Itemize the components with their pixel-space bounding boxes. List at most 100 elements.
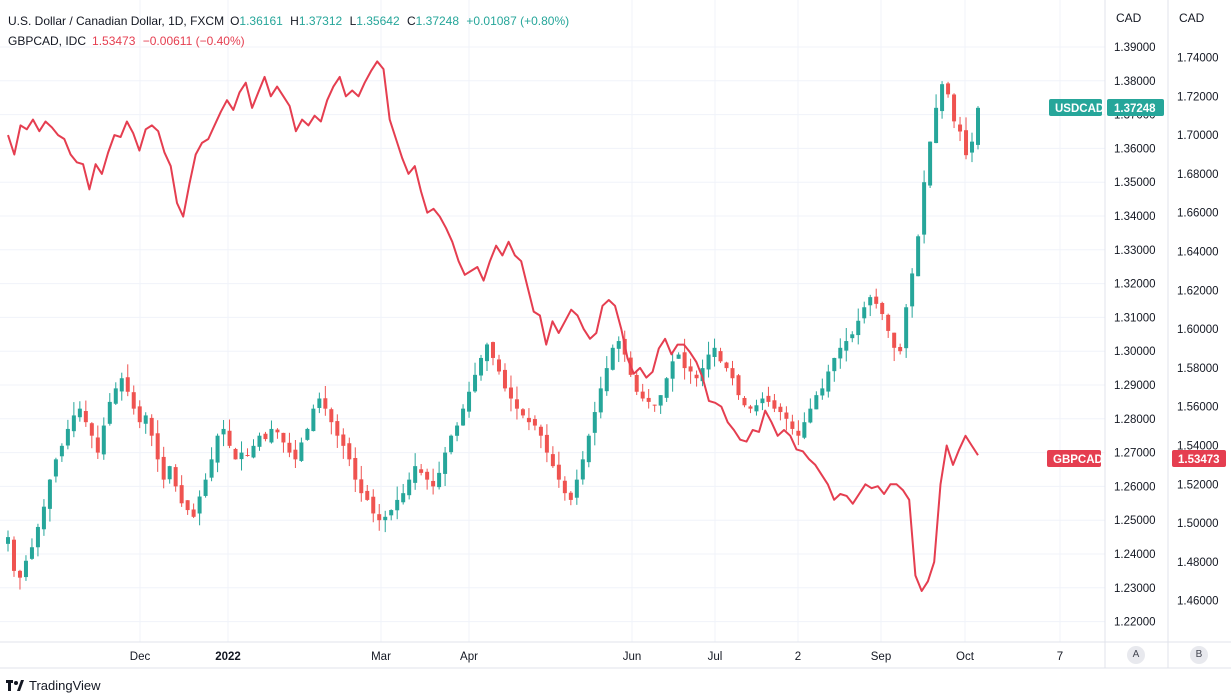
usdcad-candle	[341, 428, 346, 459]
legend-gbpcad-value: 1.53473	[92, 34, 136, 48]
time-axis[interactable]: Dec 2022 Mar Apr Jun Jul 2 Sep Oct 7	[130, 651, 1063, 663]
usdcad-candle	[209, 447, 214, 482]
usdcad-candle	[221, 420, 226, 447]
usdcad-candle	[946, 81, 951, 98]
axis-a-button[interactable]: A	[1127, 646, 1145, 664]
legend-h-label: H	[290, 14, 299, 28]
usdcad-candle	[910, 268, 915, 318]
usdcad-candle	[317, 392, 322, 414]
usdcad-candle	[293, 439, 298, 469]
price-b-tick: 1.64000	[1177, 247, 1219, 259]
usdcad-candle	[227, 419, 232, 449]
usdcad-candle	[742, 396, 747, 408]
price-axis-b[interactable]: 1.74000 1.72000 1.70000 1.68000 1.66000 1.640…	[1177, 53, 1219, 608]
usdcad-candle	[329, 407, 334, 435]
usdcad-candle	[131, 385, 136, 415]
usdcad-candle	[736, 374, 741, 400]
price-b-tick: 1.66000	[1177, 208, 1219, 220]
usdcad-candle	[826, 364, 831, 398]
price-a-tick: 1.38000	[1114, 76, 1156, 88]
usdcad-candle	[143, 412, 148, 434]
usdcad-candle	[892, 332, 897, 362]
usdcad-candle	[874, 288, 879, 309]
usdcad-candle	[377, 504, 382, 531]
usdcad-candle	[347, 437, 352, 467]
gbpcad-tag-value-bg	[1172, 450, 1226, 467]
usdcad-candle	[796, 420, 801, 446]
usdcad-candle	[538, 424, 543, 449]
usdcad-candle	[976, 106, 980, 150]
usdcad-candle	[281, 432, 286, 453]
usdcad-candle	[712, 338, 717, 367]
usdcad-candle	[676, 352, 681, 359]
usdcad-candle	[784, 406, 789, 431]
usdcad-candle	[59, 443, 64, 462]
usdcad-candle	[958, 116, 963, 142]
legend-gbpcad-name: GBPCAD, IDC	[8, 34, 87, 48]
price-a-tick: 1.33000	[1114, 245, 1156, 257]
usdcad-candle	[772, 393, 777, 413]
axis-b-button[interactable]: B	[1190, 646, 1208, 664]
price-a-tick: 1.22000	[1114, 617, 1156, 629]
usdcad-candle	[508, 375, 513, 412]
usdcad-candle	[700, 359, 705, 387]
price-a-tick: 1.27000	[1114, 448, 1156, 460]
legend-o-label: O	[230, 14, 240, 28]
usdcad-candle	[928, 141, 933, 188]
time-tick: Sep	[871, 651, 891, 663]
price-b-tick: 1.70000	[1177, 130, 1219, 142]
usdcad-candle	[83, 400, 88, 427]
usdcad-candle	[868, 294, 873, 317]
usdcad-candle	[562, 476, 567, 501]
usdcad-candle	[970, 132, 975, 163]
price-b-tick: 1.46000	[1177, 596, 1219, 608]
usdcad-candle	[550, 446, 555, 468]
usdcad-candle	[41, 499, 46, 536]
legend-gbpcad[interactable]: GBPCAD, IDC 1.53473 −0.00611 (−0.40%)	[8, 31, 573, 51]
tradingview-brand-name: TradingView	[29, 678, 101, 693]
usdcad-candle	[77, 401, 82, 422]
usdcad-candle	[856, 308, 861, 345]
grid-vertical-lines	[139, 0, 1061, 642]
usdcad-candle	[29, 538, 34, 560]
usdcad-candle	[53, 457, 58, 483]
usdcad-candle	[718, 347, 723, 363]
usdcad-candle	[922, 170, 927, 244]
usdcad-candle	[449, 434, 454, 455]
usdcad-candle	[688, 358, 693, 384]
price-a-tick: 1.30000	[1114, 346, 1156, 358]
usdcad-candle	[401, 484, 406, 505]
usdcad-candle	[119, 372, 124, 401]
usdcad-candle	[520, 408, 525, 419]
price-b-tick: 1.50000	[1177, 518, 1219, 530]
usdcad-candle	[952, 93, 957, 129]
usdcad-candle	[640, 383, 645, 402]
usdcad-candle	[730, 360, 735, 386]
price-b-tick: 1.74000	[1177, 53, 1219, 65]
usdcad-candle	[113, 382, 118, 405]
usdcad-candle	[748, 404, 753, 414]
usdcad-candle	[173, 464, 178, 492]
price-a-tick: 1.29000	[1114, 380, 1156, 392]
usdcad-candle	[544, 424, 549, 463]
usdcad-candle	[65, 419, 70, 450]
usdcad-candle	[137, 400, 142, 429]
usdcad-candle	[161, 446, 166, 489]
price-axis-a-currency: CAD	[1116, 11, 1142, 25]
usdcad-candle	[455, 422, 460, 442]
legend-l-label: L	[349, 14, 357, 28]
price-a-tick: 1.32000	[1114, 279, 1156, 291]
price-axis-a[interactable]: 1.390001.380001.370001.360001.350001.340…	[1114, 42, 1156, 629]
time-tick: Apr	[460, 651, 478, 663]
usdcad-candle	[491, 341, 495, 366]
legend-open: 1.36161	[239, 14, 283, 28]
chart-legend: U.S. Dollar / Canadian Dollar, 1D, FXCM O…	[8, 11, 573, 51]
usdcad-candle	[233, 447, 238, 460]
usdcad-candle	[664, 377, 669, 402]
usdcad-candle	[419, 464, 424, 476]
legend-usdcad[interactable]: U.S. Dollar / Canadian Dollar, 1D, FXCM O…	[8, 11, 573, 31]
usdcad-candle	[916, 234, 921, 277]
usdcad-candle	[389, 509, 394, 521]
tradingview-brand[interactable]: TradingView	[6, 678, 101, 693]
